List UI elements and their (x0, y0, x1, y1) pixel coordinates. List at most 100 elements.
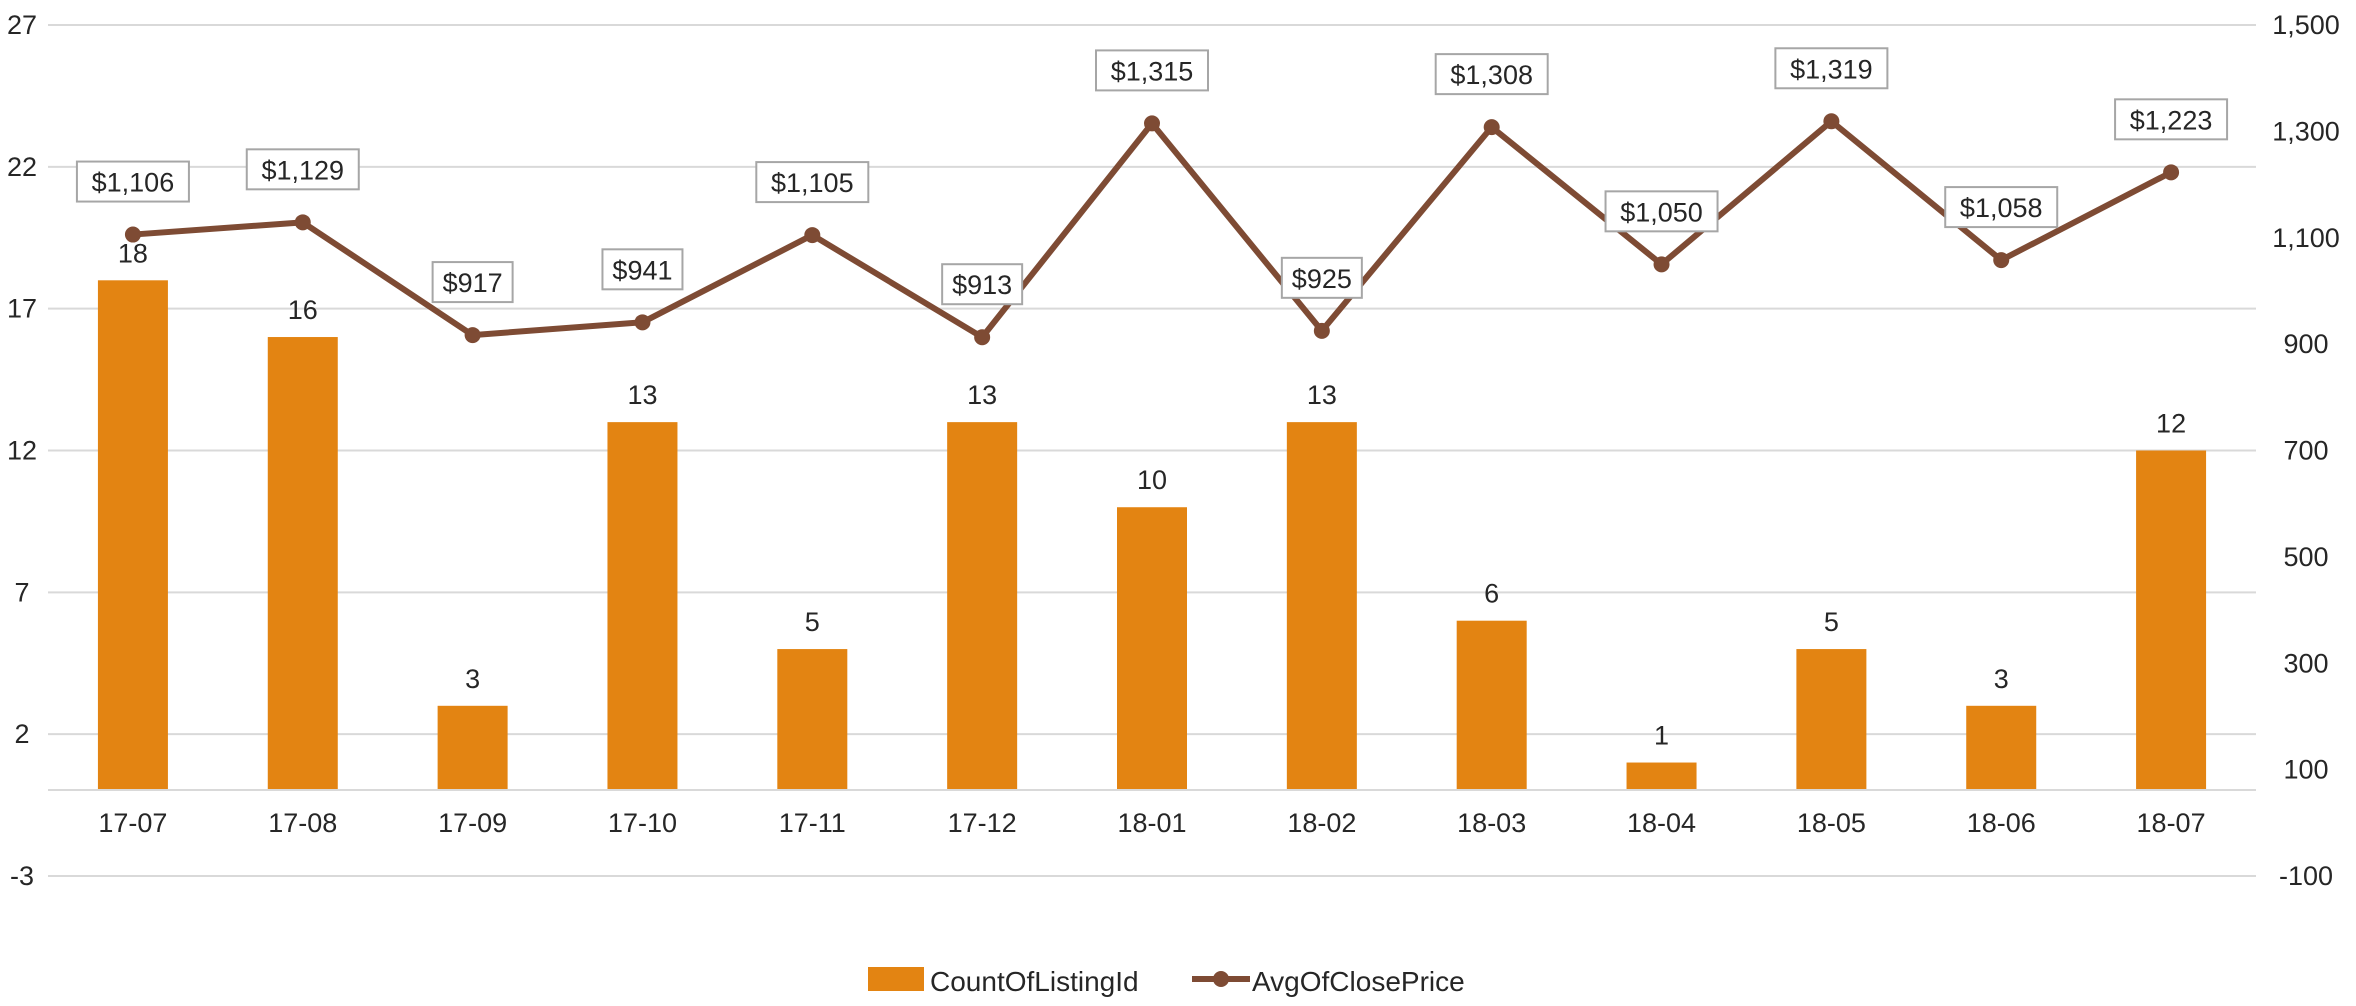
y-right-tick-label: 100 (2283, 755, 2328, 785)
x-tick-label: 18-06 (1967, 808, 2036, 838)
bar (1966, 705, 2037, 790)
line-point (1313, 322, 1330, 339)
price-data-label: $917 (443, 268, 503, 298)
bar-data-label: 1 (1654, 721, 1669, 751)
bar (1456, 620, 1527, 790)
x-tick-label: 17-09 (438, 808, 507, 838)
x-tick-label: 17-08 (268, 808, 337, 838)
y-right-tick-label: -100 (2279, 861, 2333, 891)
bar-data-label: 3 (465, 664, 480, 694)
legend-swatch-count (868, 967, 924, 991)
bar-data-label: 10 (1137, 465, 1167, 495)
line-point (124, 226, 141, 243)
x-tick-label: 18-07 (2137, 808, 2206, 838)
legend-label-count: CountOfListingId (930, 966, 1139, 997)
y-right-tick-label: 1,500 (2272, 10, 2340, 40)
x-tick-label: 18-01 (1117, 808, 1186, 838)
line-point (1144, 115, 1160, 132)
bar-data-label: 13 (627, 380, 657, 410)
x-tick-label: 18-03 (1457, 808, 1526, 838)
x-tick-label: 17-11 (779, 808, 846, 838)
x-tick-label: 17-10 (608, 808, 677, 838)
y-right-tick-label: 1,100 (2272, 223, 2340, 253)
price-label-box (755, 161, 870, 204)
price-label-box (2114, 98, 2229, 141)
price-data-label: $1,319 (1790, 54, 1873, 84)
price-label-box (1604, 190, 1719, 233)
bar (97, 280, 168, 790)
price-label-box (1774, 47, 1889, 90)
bar (1286, 422, 1357, 790)
bar (1117, 507, 1187, 790)
price-data-label: $941 (612, 255, 672, 285)
y-left-tick-label: -3 (10, 861, 34, 891)
price-label-box (1434, 53, 1549, 96)
legend-marker-price (1213, 971, 1229, 987)
price-data-label: $925 (1292, 264, 1352, 294)
bar-data-label: 13 (1307, 380, 1337, 410)
bar-data-label: 6 (1484, 579, 1499, 609)
line-point (2163, 164, 2180, 181)
bar (437, 705, 508, 790)
price-label-box (75, 160, 190, 203)
y-right-tick-label: 500 (2283, 542, 2328, 572)
y-right-tick-label: 300 (2283, 648, 2328, 678)
line-point (1823, 113, 1840, 130)
x-tick-label: 17-07 (98, 808, 167, 838)
price-data-label: $913 (952, 270, 1012, 300)
y-left-tick-label: 2 (14, 719, 29, 749)
y-right-tick-label: 1,300 (2272, 116, 2340, 146)
y-left-tick-label: 12 (7, 436, 37, 466)
avg-close-price-line (132, 118, 2173, 341)
y-left-tick-label: 22 (7, 152, 37, 182)
bar-data-label: 18 (118, 238, 148, 268)
price-data-label: $1,308 (1450, 60, 1533, 90)
price-label-box (1095, 49, 1209, 92)
price-label-box (431, 261, 514, 304)
bar (1626, 762, 1697, 790)
line-point (1653, 256, 1670, 273)
line-point (294, 214, 311, 231)
bar-data-label: 5 (1824, 607, 1839, 637)
price-data-label: $1,106 (92, 168, 175, 198)
price-data-label: $1,105 (771, 168, 854, 198)
bar (607, 422, 678, 790)
x-tick-label: 18-05 (1797, 808, 1866, 838)
y-left-tick-label: 7 (14, 577, 29, 607)
price-data-label: $1,129 (261, 155, 344, 185)
price-label-box (1944, 186, 2059, 229)
bar (2136, 450, 2207, 790)
legend-label-price: AvgOfClosePrice (1252, 966, 1465, 997)
y-left-tick-label: 27 (7, 10, 37, 40)
line-point (1993, 252, 2010, 269)
price-label-box (1280, 256, 1363, 299)
x-tick-label: 18-04 (1627, 808, 1696, 838)
bar-data-label: 5 (805, 607, 820, 637)
line-point (974, 329, 991, 346)
line-point (464, 327, 481, 344)
line-point (1483, 119, 1500, 136)
bar (947, 422, 1018, 790)
bar-data-label: 16 (288, 295, 318, 325)
x-tick-label: 18-02 (1287, 808, 1356, 838)
bar (1796, 649, 1867, 790)
line-point (634, 314, 651, 331)
y-right-tick-label: 700 (2283, 436, 2328, 466)
y-right-tick-label: 900 (2283, 329, 2328, 359)
bar (777, 649, 848, 790)
price-data-label: $1,223 (2130, 105, 2213, 135)
x-tick-label: 17-12 (948, 808, 1017, 838)
bar-data-label: 3 (1994, 664, 2009, 694)
price-data-label: $1,315 (1111, 56, 1194, 86)
y-left-tick-label: 17 (7, 294, 37, 324)
price-data-label: $1,058 (1960, 193, 2043, 223)
price-label-box (245, 148, 360, 191)
bar (267, 337, 338, 790)
price-data-label: $1,050 (1620, 197, 1703, 227)
line-point (804, 227, 821, 244)
bar-data-label: 12 (2156, 409, 2186, 439)
price-label-box (601, 248, 684, 291)
bar-data-label: 13 (967, 380, 997, 410)
